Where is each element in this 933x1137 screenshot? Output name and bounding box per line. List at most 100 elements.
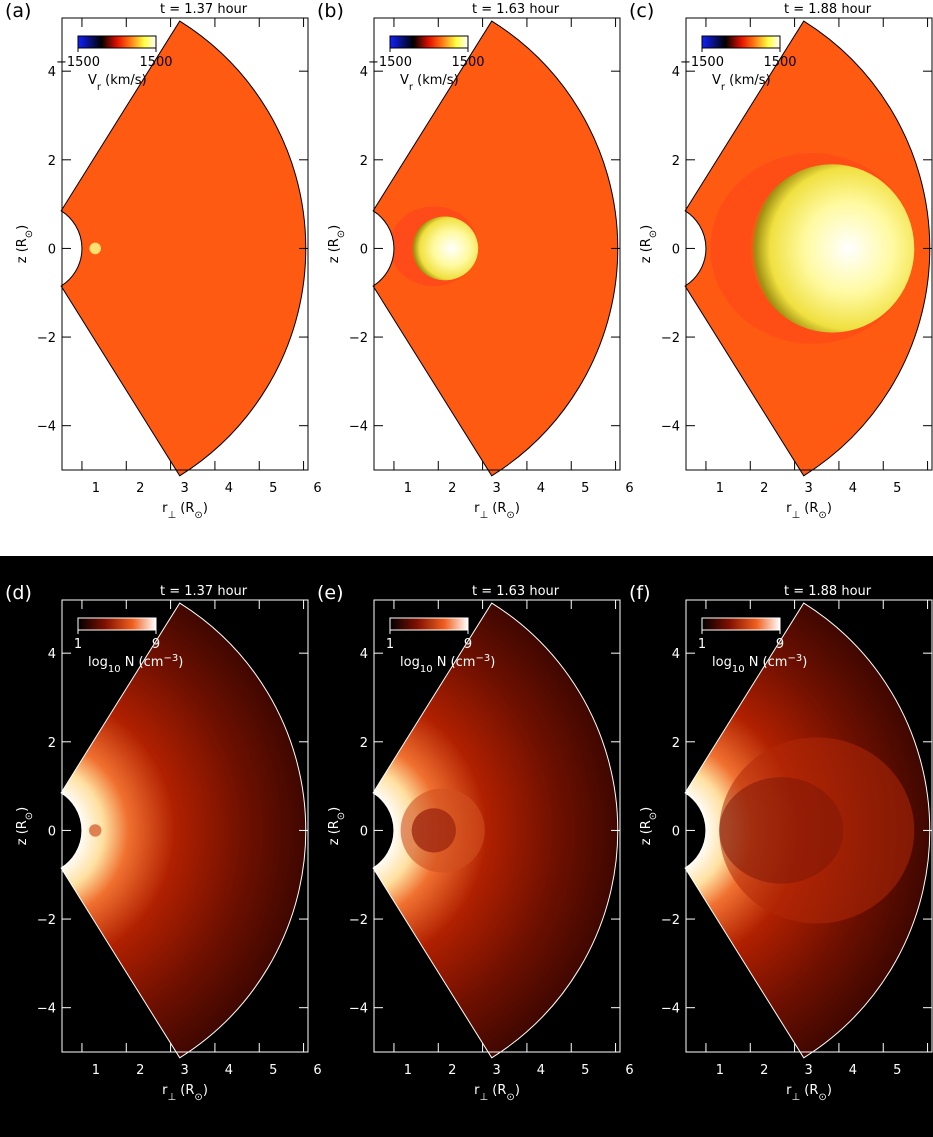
label-part: −3 xyxy=(163,653,178,664)
colorbar xyxy=(390,618,468,630)
x-axis-label: r⊥ (R⊙) xyxy=(474,501,520,521)
x-tick-label: 4 xyxy=(849,481,857,496)
x-tick-label: 1 xyxy=(716,1063,724,1078)
x-tick-label: 1 xyxy=(716,481,724,496)
x-tick-label: 2 xyxy=(136,1063,144,1078)
panel-label: (b) xyxy=(317,0,344,22)
label-part: ⊙ xyxy=(194,510,202,521)
y-tick-label: 2 xyxy=(48,154,56,169)
x-tick-label: 3 xyxy=(804,481,812,496)
cme-core xyxy=(719,777,843,883)
label-part: ⊥ xyxy=(791,510,800,521)
y-tick-label: 4 xyxy=(360,65,368,80)
label-part: z (R xyxy=(639,820,654,845)
label-part: N (cm xyxy=(121,655,164,670)
y-tick-label: 4 xyxy=(48,65,56,80)
x-tick-label: 6 xyxy=(313,481,321,496)
label-part: ⊙ xyxy=(336,812,347,820)
label-part: ) xyxy=(327,807,342,812)
x-tick-label: 4 xyxy=(225,481,233,496)
y-tick-label: −4 xyxy=(661,1002,680,1017)
label-part: 10 xyxy=(108,664,121,675)
x-tick-label: 5 xyxy=(893,481,901,496)
x-tick-label: 2 xyxy=(448,481,456,496)
colorbar xyxy=(702,618,780,630)
y-tick-label: −2 xyxy=(661,331,680,346)
label-part: 10 xyxy=(420,664,433,675)
structure xyxy=(89,824,101,836)
y-tick-label: −4 xyxy=(37,420,56,435)
label-part: z (R xyxy=(15,820,30,845)
label-part: V xyxy=(400,73,409,88)
label-part: −3 xyxy=(787,653,802,664)
colorbar-tick-label: 1500 xyxy=(451,55,484,70)
label-part: 10 xyxy=(732,664,745,675)
x-axis-label: r⊥ (R⊙) xyxy=(162,501,208,521)
y-tick-label: 0 xyxy=(672,242,680,257)
label-part: ) xyxy=(327,225,342,230)
x-tick-label: 2 xyxy=(760,481,768,496)
y-axis-label: z (R⊙) xyxy=(15,225,35,264)
time-label: t = 1.37 hour xyxy=(160,2,248,17)
x-tick-label: 5 xyxy=(893,1063,901,1078)
label-part: ⊙ xyxy=(24,230,35,238)
y-tick-label: 4 xyxy=(360,647,368,662)
label-part: N (cm xyxy=(433,655,476,670)
colorbar xyxy=(390,36,468,48)
y-tick-label: 2 xyxy=(48,736,56,751)
panel-label: (c) xyxy=(629,0,654,22)
label-part: (R xyxy=(800,501,818,516)
time-label: t = 1.88 hour xyxy=(784,584,872,599)
colorbar xyxy=(78,618,156,630)
label-part: ) xyxy=(827,501,832,516)
label-part: ⊙ xyxy=(818,1092,826,1103)
label-part: ⊥ xyxy=(167,1092,176,1103)
colorbar-tick-label: 1 xyxy=(74,637,82,652)
x-tick-label: 6 xyxy=(313,1063,321,1078)
structure xyxy=(89,243,101,255)
label-part: ⊥ xyxy=(791,1092,800,1103)
label-part: −3 xyxy=(475,653,490,664)
x-tick-label: 5 xyxy=(269,481,277,496)
colorbar-tick-label: −1500 xyxy=(680,55,724,70)
y-axis-label: z (R⊙) xyxy=(639,225,659,264)
y-tick-label: −2 xyxy=(349,913,368,928)
label-part: ) xyxy=(203,1083,208,1098)
y-tick-label: 0 xyxy=(360,242,368,257)
label-part: ⊙ xyxy=(506,510,514,521)
figure: 123456−4−2024r⊥ (R⊙)z (R⊙)(a)t = 1.37 ho… xyxy=(0,0,933,1137)
x-tick-label: 6 xyxy=(625,1063,633,1078)
label-part: ⊙ xyxy=(648,230,659,238)
y-tick-label: −4 xyxy=(349,420,368,435)
label-part: ⊥ xyxy=(167,510,176,521)
colorbar xyxy=(702,36,780,48)
x-tick-label: 3 xyxy=(180,481,188,496)
x-tick-label: 3 xyxy=(492,1063,500,1078)
y-tick-label: 2 xyxy=(360,154,368,169)
x-tick-label: 4 xyxy=(225,1063,233,1078)
y-tick-label: −4 xyxy=(37,1002,56,1017)
label-part: (R xyxy=(488,1083,506,1098)
label-part: ⊙ xyxy=(24,812,35,820)
label-part: log xyxy=(400,655,420,670)
y-tick-label: 0 xyxy=(48,824,56,839)
label-part: ⊥ xyxy=(479,510,488,521)
label-part: ⊙ xyxy=(336,230,347,238)
colorbar-tick-label: 9 xyxy=(152,637,160,652)
label-part: log xyxy=(712,655,732,670)
x-tick-label: 2 xyxy=(448,1063,456,1078)
label-part: ⊙ xyxy=(818,510,826,521)
cme xyxy=(412,217,478,281)
label-part: ) xyxy=(802,655,807,670)
x-tick-label: 4 xyxy=(849,1063,857,1078)
y-tick-label: −4 xyxy=(349,1002,368,1017)
structure xyxy=(401,788,485,872)
label-part: (R xyxy=(800,1083,818,1098)
label-part: ) xyxy=(490,655,495,670)
x-tick-label: 2 xyxy=(760,1063,768,1078)
label-part: ) xyxy=(515,501,520,516)
y-tick-label: 2 xyxy=(672,154,680,169)
structure xyxy=(390,206,479,286)
label-part: z (R xyxy=(15,238,30,263)
y-tick-label: −2 xyxy=(37,331,56,346)
